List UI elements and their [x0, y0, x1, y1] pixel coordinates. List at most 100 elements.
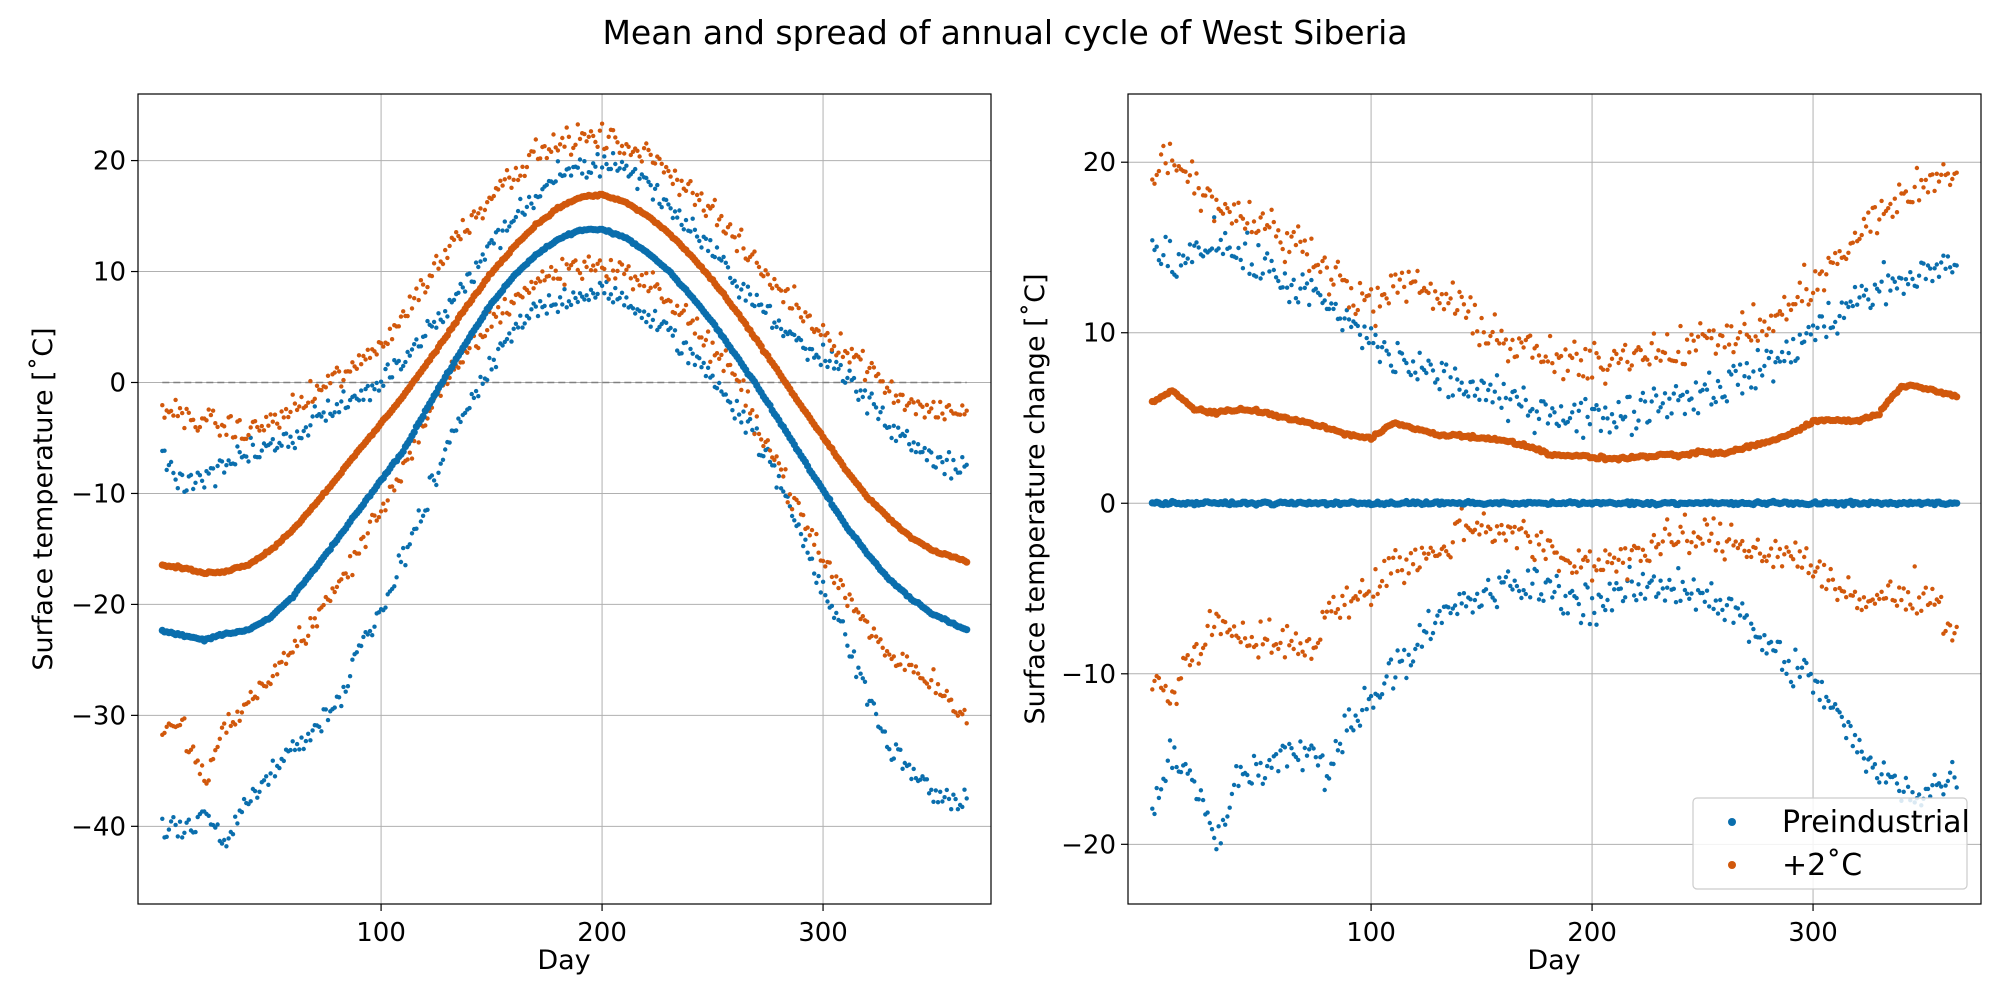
- right-point-p2_upper: [1481, 330, 1487, 335]
- right-point-pre_lower: [1861, 756, 1867, 761]
- right-point-p2_upper: [1930, 172, 1935, 177]
- right-point-p2_lower: [1841, 589, 1847, 594]
- left-point-p2_upper: [471, 209, 477, 214]
- right-point-pre_upper: [1254, 274, 1259, 279]
- right-point-pre_upper: [1821, 324, 1827, 329]
- left-point-p2_lower: [303, 641, 309, 646]
- right-point-p2_upper: [1603, 381, 1608, 386]
- left-point-p2_lower: [233, 722, 238, 727]
- left-point-pre_lower: [491, 357, 496, 362]
- right-point-pre_lower: [1607, 581, 1612, 586]
- right-point-pre_lower: [1251, 753, 1257, 759]
- right-point-p2_lower: [1247, 643, 1252, 648]
- right-point-pre_lower: [1223, 822, 1228, 827]
- right-point-pre_upper: [1556, 423, 1562, 429]
- right-point-pre_lower: [1852, 732, 1858, 738]
- right-point-p2_upper: [1618, 356, 1624, 361]
- right-point-pre_upper: [1722, 394, 1727, 399]
- left-point-p2_lower: [882, 653, 888, 658]
- right-point-p2_lower: [1625, 577, 1630, 582]
- right-point-p2_lower: [1912, 564, 1917, 569]
- right-point-p2_upper: [1488, 333, 1493, 339]
- left-point-p2_lower: [224, 730, 229, 735]
- left-point-pre_lower: [308, 738, 313, 743]
- left-point-pre_lower: [553, 302, 558, 307]
- right-point-p2_lower: [1187, 663, 1193, 668]
- right-point-pre_upper: [1452, 366, 1458, 371]
- left-point-p2_upper: [820, 322, 826, 328]
- right-point-p2_lower: [1424, 556, 1429, 561]
- left-point-p2_lower: [699, 335, 704, 340]
- right-point-p2_upper: [1682, 362, 1688, 367]
- right-point-pre_lower: [1461, 591, 1467, 596]
- left-point-pre_upper: [292, 445, 298, 451]
- right-point-pre_upper: [1258, 276, 1263, 281]
- right-point-pre_lower: [1267, 757, 1272, 763]
- right-point-pre_upper: [1256, 243, 1261, 248]
- left-point-p2_lower: [933, 690, 938, 696]
- right-point-p2_upper: [1910, 200, 1915, 205]
- left-point-p2_upper: [789, 306, 795, 311]
- right-point-pre_lower: [1837, 710, 1842, 715]
- left-point-pre_lower: [239, 809, 245, 815]
- right-point-pre_upper: [1249, 262, 1255, 267]
- left-point-p2_upper: [451, 237, 457, 242]
- left-point-pre_upper: [723, 260, 728, 265]
- right-point-pre_upper: [1536, 416, 1542, 422]
- right-point-p2_upper: [1673, 359, 1679, 364]
- left-point-p2_upper: [694, 192, 700, 198]
- left-point-pre_upper: [862, 388, 868, 393]
- left-point-pre_lower: [213, 825, 218, 830]
- right-point-p2_lower: [1797, 549, 1803, 554]
- right-point-p2_upper: [1563, 347, 1568, 352]
- left-point-p2_upper: [767, 282, 773, 287]
- left-point-p2_upper: [299, 394, 304, 400]
- left-point-pre_upper: [754, 292, 759, 298]
- left-point-pre_lower: [186, 817, 191, 822]
- left-point-p2_upper: [858, 357, 863, 362]
- right-point-pre_upper: [1846, 304, 1851, 310]
- left-point-pre_upper: [407, 353, 412, 358]
- right-point-p2_lower: [1150, 687, 1155, 692]
- left-x-axis-label: Day: [537, 945, 590, 976]
- right-point-pre_upper: [1455, 377, 1460, 382]
- right-point-p2_upper: [1307, 268, 1312, 274]
- left-point-p2_lower: [283, 661, 289, 666]
- left-point-p2_upper: [666, 168, 671, 174]
- right-point-p2_lower: [1609, 560, 1615, 566]
- right-point-pre_lower: [1508, 583, 1513, 589]
- right-point-p2_lower: [1888, 579, 1893, 584]
- right-point-p2_lower: [1903, 607, 1909, 612]
- right-point-pre_upper: [1612, 420, 1617, 425]
- right-point-pre_upper: [1280, 285, 1285, 290]
- left-point-pre_lower: [946, 796, 952, 802]
- left-point-p2_lower: [878, 637, 883, 642]
- left-point-p2_upper: [924, 402, 930, 408]
- left-point-p2_upper: [418, 278, 424, 283]
- left-point-p2_upper: [533, 137, 538, 142]
- right-point-p2_upper: [1284, 231, 1290, 236]
- left-point-pre_upper: [270, 437, 275, 442]
- right-point-pre_lower: [1749, 621, 1754, 626]
- right-point-p2_lower: [1200, 645, 1206, 651]
- right-point-p2_upper: [1441, 307, 1447, 312]
- left-point-pre_upper: [721, 254, 726, 260]
- right-point-p2_lower: [1627, 556, 1632, 562]
- right-point-p2_upper: [1236, 200, 1241, 205]
- right-point-pre_lower: [1448, 610, 1453, 616]
- right-point-pre_upper: [1514, 394, 1520, 399]
- left-point-pre_lower: [193, 829, 198, 835]
- left-point-p2_upper: [619, 143, 625, 149]
- right-point-p2_upper: [1152, 181, 1157, 186]
- left-point-pre_lower: [511, 326, 516, 331]
- left-point-p2_upper: [186, 410, 191, 415]
- right-point-p2_lower: [1793, 540, 1798, 545]
- right-point-p2_upper: [1645, 357, 1650, 362]
- right-point-pre_lower: [1678, 598, 1683, 603]
- right-point-p2_lower: [1539, 529, 1544, 535]
- right-point-pre_lower: [1691, 577, 1696, 582]
- right-point-pre_upper: [1570, 410, 1575, 415]
- left-point-p2_upper: [765, 272, 770, 277]
- right-point-pre_upper: [1386, 352, 1392, 357]
